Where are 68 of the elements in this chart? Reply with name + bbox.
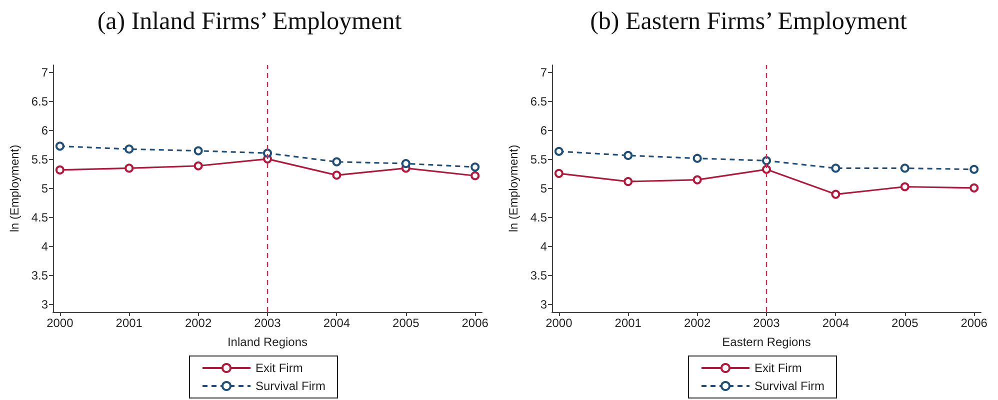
point — [970, 164, 979, 174]
y-tick-label: 6.5 — [530, 94, 548, 109]
x-tick-label: 2002 — [184, 316, 212, 330]
point — [831, 164, 840, 173]
y-tick-label: 3 — [41, 297, 48, 312]
y-tick-label: 5 — [41, 182, 48, 196]
chart-title: (b) Eastern Firms’ Employment — [590, 8, 907, 35]
point — [554, 146, 564, 156]
x-tick-label: 2005 — [392, 316, 420, 330]
x-axis-title: Eastern Regions — [722, 335, 811, 349]
point — [470, 162, 480, 172]
point — [124, 144, 134, 154]
point — [970, 183, 979, 192]
y-tick-label: 3 — [540, 297, 548, 312]
x-tick-label: 2005 — [892, 316, 919, 330]
x-tick-label: 2004 — [323, 316, 350, 330]
y-tick-label: 6.5 — [31, 94, 48, 109]
chart-title: (a) Inland Firms’ Employment — [97, 8, 402, 35]
y-tick-label: 4 — [41, 239, 48, 254]
y-tick-label: 4.5 — [31, 210, 48, 224]
legend-label: Exit Firm — [256, 361, 303, 375]
point — [624, 177, 633, 186]
legend-label: Exit Firm — [754, 361, 802, 375]
point — [194, 146, 203, 156]
y-tick-label: 6 — [41, 124, 48, 138]
x-tick-label: 2001 — [116, 316, 143, 330]
y-tick-label: 7 — [540, 66, 548, 80]
y-tick-label: 5.5 — [530, 152, 548, 167]
point — [554, 168, 564, 178]
legend-label: Survival Firm — [256, 379, 326, 393]
y-tick-label: 4 — [540, 239, 548, 254]
x-tick-label: 2002 — [684, 316, 711, 330]
y-axis-title: ln (Employment) — [506, 144, 520, 232]
point — [900, 164, 910, 173]
x-tick-label: 2004 — [822, 316, 850, 330]
point — [332, 170, 342, 180]
y-axis-title: ln (Employment) — [7, 144, 22, 232]
y-tick-label: 6 — [540, 124, 548, 138]
y-tick-label: 7 — [41, 66, 48, 80]
y-tick-label: 5.5 — [31, 152, 48, 167]
point — [762, 156, 771, 166]
x-tick-label: 2006 — [462, 316, 489, 330]
point — [124, 164, 134, 173]
y-tick-label: 4.5 — [530, 210, 548, 224]
y-tick-label: 3.5 — [530, 268, 548, 282]
y-tick-label: 3.5 — [31, 268, 48, 282]
point — [194, 161, 203, 170]
point — [900, 182, 910, 192]
x-tick-label: 2000 — [46, 316, 74, 330]
point — [55, 165, 64, 174]
x-tick-label: 2003 — [753, 316, 780, 330]
x-axis-title: Inland Regions — [227, 335, 308, 349]
x-tick-label: 2006 — [960, 316, 988, 330]
point — [692, 175, 702, 184]
point — [762, 164, 771, 174]
point — [332, 157, 342, 166]
x-tick-label: 2000 — [546, 316, 573, 330]
y-tick-label: 5 — [540, 182, 548, 196]
point — [831, 190, 840, 199]
point — [470, 171, 480, 180]
legend-label: Survival Firm — [754, 379, 825, 393]
point — [401, 159, 410, 168]
x-tick-label: 2001 — [614, 316, 642, 330]
point — [263, 148, 272, 158]
point — [55, 142, 64, 151]
point — [692, 154, 702, 163]
point — [624, 150, 633, 160]
x-tick-label: 2003 — [254, 316, 282, 330]
